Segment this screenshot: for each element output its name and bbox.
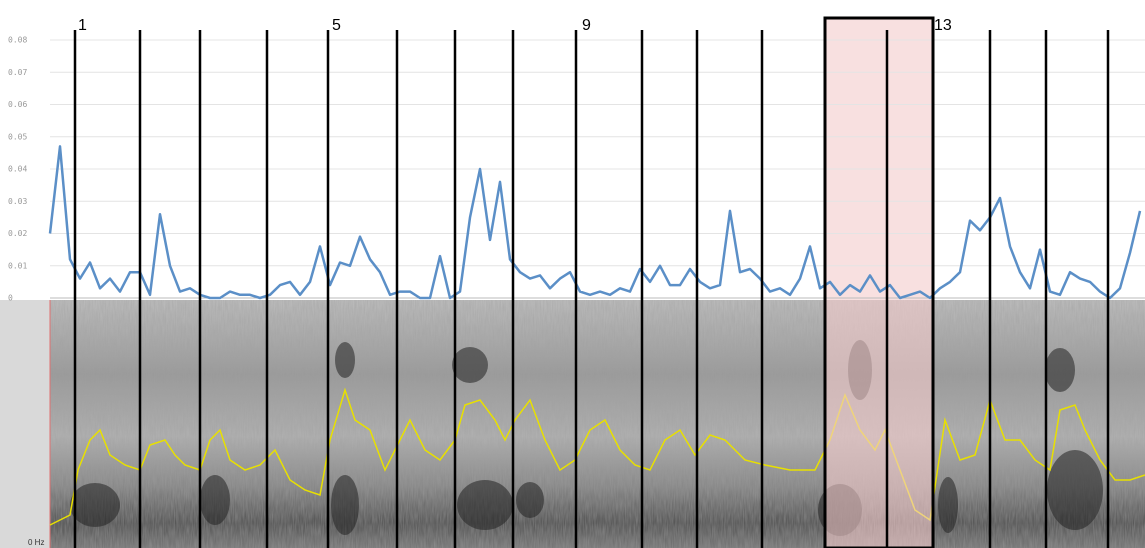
y-tick-label: 0: [8, 294, 13, 303]
y-tick-label: 0.08: [8, 36, 27, 45]
spectrogram-texture: [50, 300, 1145, 548]
feature-line: [48, 145, 1142, 300]
y-tick-label: 0.06: [8, 100, 27, 109]
freq-panel: [0, 300, 50, 548]
segment-boundaries: [73, 30, 1110, 548]
segment-label: 9: [582, 17, 591, 34]
segment-label: 13: [934, 17, 952, 34]
y-tick-label: 0.04: [8, 165, 27, 174]
segment-label: 1: [78, 17, 87, 34]
feature-plot: 0 0.01 0.02 0.03 0.04 0.05 0.06 0.07 0.08: [8, 36, 1145, 303]
frequency-label: 0 Hz: [28, 538, 44, 547]
y-tick-label: 0.02: [8, 229, 27, 238]
y-tick-label: 0.03: [8, 197, 27, 206]
highlight-region[interactable]: [825, 18, 933, 548]
y-tick-label: 0.05: [8, 132, 27, 141]
y-tick-label: 0.07: [8, 68, 27, 77]
segment-label: 5: [332, 17, 341, 34]
highlight-border: [823, 16, 935, 548]
y-tick-label: 0.01: [8, 261, 27, 270]
